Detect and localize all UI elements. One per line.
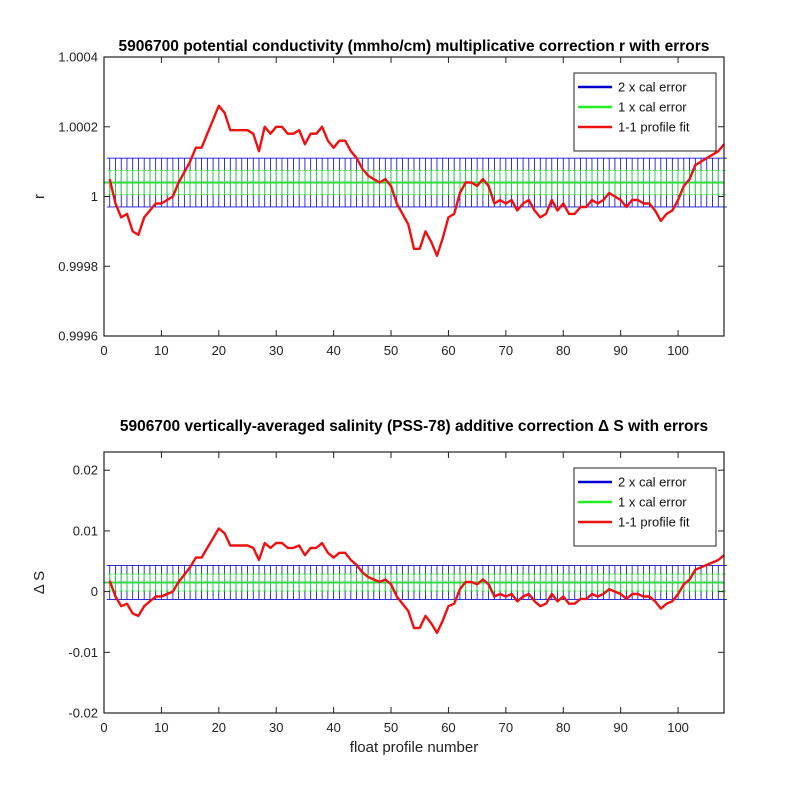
- y-tick-label: 1.0002: [58, 119, 98, 134]
- x-tick-label: 20: [212, 343, 226, 358]
- x-tick-label: 90: [613, 720, 627, 735]
- y-tick-label: 0.9996: [58, 329, 98, 344]
- x-tick-label: 20: [212, 720, 226, 735]
- y-tick-label: 0.9998: [58, 259, 98, 274]
- y-tick-label: 1: [91, 189, 98, 204]
- legend-entry: 2 x cal error: [618, 80, 687, 95]
- legend-entry: 1 x cal error: [618, 100, 687, 115]
- legend-entry: 1 x cal error: [618, 495, 687, 510]
- x-tick-label: 80: [556, 720, 570, 735]
- x-tick-label: 40: [326, 720, 340, 735]
- x-tick-label: 30: [269, 720, 283, 735]
- y-tick-label: 0.01: [73, 523, 98, 538]
- plot-frame: [103, 451, 725, 714]
- y-tick-label: 1.0004: [58, 50, 98, 65]
- legend: 2 x cal error 1 x cal error 1-1 profile fi…: [573, 467, 717, 547]
- x-tick-label: 0: [100, 720, 107, 735]
- profile-fit-line: [108, 104, 725, 258]
- y-tick-label: 0.02: [73, 463, 98, 478]
- x-tick-label: 70: [499, 343, 513, 358]
- legend-entry: 1-1 profile fit: [618, 515, 690, 530]
- x-tick-label: 90: [613, 343, 627, 358]
- x-tick-label: 10: [154, 343, 168, 358]
- x-tick-label: 70: [499, 720, 513, 735]
- x-tick-label: 60: [441, 343, 455, 358]
- y-axis-label: r: [31, 194, 48, 199]
- y-tick-label: -0.02: [68, 706, 98, 721]
- chart-title: 5906700 potential conductivity (mmho/cm)…: [119, 38, 710, 55]
- x-axis-label: float profile number: [350, 739, 478, 756]
- x-tick-label: 60: [441, 720, 455, 735]
- legend-entry: 1-1 profile fit: [618, 120, 690, 135]
- y-axis-label: Δ S: [31, 571, 48, 594]
- legend: 2 x cal error 1 x cal error 1-1 profile fi…: [573, 72, 717, 152]
- y-tick-label: 0: [91, 584, 98, 599]
- error-band-2: [104, 573, 726, 592]
- x-tick-label: 80: [556, 343, 570, 358]
- error-band-2: [104, 169, 726, 196]
- x-tick-label: 100: [667, 343, 689, 358]
- x-tick-label: 50: [384, 343, 398, 358]
- y-tick-label: -0.01: [68, 645, 98, 660]
- x-tick-label: 100: [667, 720, 689, 735]
- x-tick-label: 50: [384, 720, 398, 735]
- x-tick-label: 30: [269, 343, 283, 358]
- legend-entry: 2 x cal error: [618, 475, 687, 490]
- x-tick-label: 40: [326, 343, 340, 358]
- panel-1: 5906700 potential conductivity (mmho/cm)…: [31, 38, 727, 358]
- x-tick-label: 10: [154, 720, 168, 735]
- x-tick-label: 0: [100, 343, 107, 358]
- panel-2: 5906700 vertically-averaged salinity (PS…: [31, 418, 727, 756]
- chart-title: 5906700 vertically-averaged salinity (PS…: [120, 418, 708, 435]
- profile-fit-line: [108, 527, 725, 635]
